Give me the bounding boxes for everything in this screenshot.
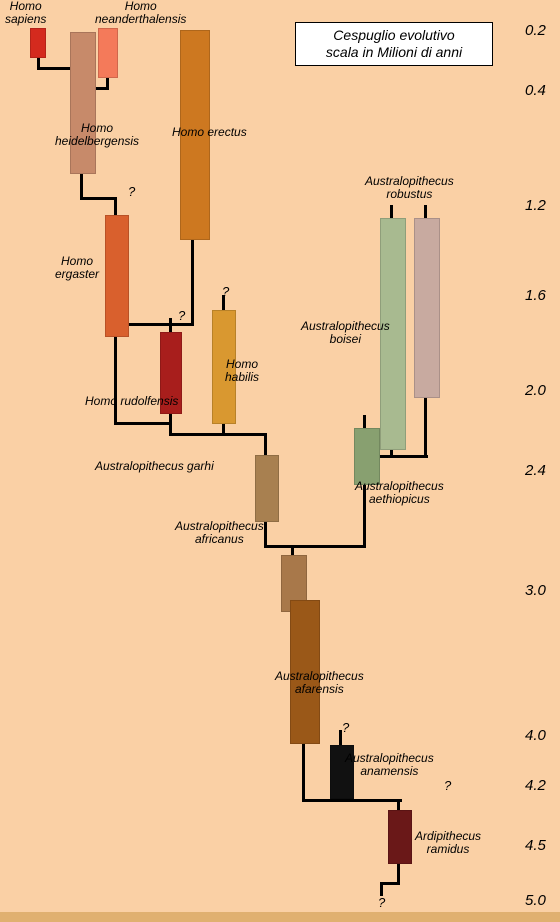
label-robustus: Australopithecus robustus [365,175,454,200]
bar-robustus [414,218,440,398]
connector-36 [397,799,400,810]
bar-ergaster [105,215,129,337]
connector-19 [264,545,294,548]
connector-10 [114,422,172,425]
connector-5 [80,197,117,200]
evolution-tree-diagram: { "title": { "line1": "Cespuglio evoluti… [0,0,560,922]
label-neander: Homo neanderthalensis [95,0,186,25]
connector-39 [380,882,383,896]
bar-sapiens [30,28,46,58]
connector-22 [291,545,366,548]
qmark-0: ? [128,184,135,199]
connector-27 [390,205,393,218]
label-sapiens: Homo sapiens [5,0,46,25]
connector-8 [124,323,194,326]
connector-6 [114,197,117,215]
qmark-2: ? [222,284,229,299]
label-anamensis: Australopithecus anamensis [345,752,434,777]
bar-ramidus [388,810,412,864]
connector-32 [302,799,402,802]
connector-1 [37,67,73,70]
connector-31 [302,742,305,802]
qmark-3: ? [342,720,349,735]
connector-12 [169,433,225,436]
qmark-1: ? [178,308,185,323]
axis-tick-4.5: 4.5 [525,837,546,854]
axis-tick-1.2: 1.2 [525,197,546,214]
axis-tick-5.0: 5.0 [525,892,546,909]
qmark-5: ? [378,895,385,910]
label-rudolf: Homo rudolfensis [85,395,178,408]
label-boisei: Australopithecus boisei [301,320,390,345]
title-line1: Cespuglio evolutivo [304,27,484,44]
label-heidel: Homo heidelbergensis [55,122,139,147]
connector-4 [80,172,83,200]
axis-tick-0.4: 0.4 [525,82,546,99]
axis-tick-2.0: 2.0 [525,382,546,399]
connector-28 [424,205,427,218]
connector-24 [363,415,366,428]
connector-17 [264,433,267,455]
bar-neander [98,28,118,78]
connector-9 [114,335,117,425]
bar-heidel [70,32,96,174]
label-ramidus: Ardipithecus ramidus [415,830,481,855]
label-aethiop: Australopithecus aethiopicus [355,480,444,505]
connector-30 [424,396,427,458]
connector-34 [302,799,305,802]
axis-tick-3.0: 3.0 [525,582,546,599]
bar-aethiop [354,428,380,485]
axis-tick-1.6: 1.6 [525,287,546,304]
connector-38 [380,882,400,885]
connector-15 [169,318,172,332]
bottom-border [0,912,560,922]
label-africanus: Australopithecus africanus [175,520,264,545]
title-box: Cespuglio evolutivoscala in Milioni di a… [295,22,493,66]
label-ergaster: Homo ergaster [55,255,99,280]
connector-16 [222,433,267,436]
axis-tick-4.2: 4.2 [525,777,546,794]
connector-7 [191,238,194,326]
label-garhi: Australopithecus garhi [95,460,214,473]
axis-tick-2.4: 2.4 [525,462,546,479]
qmark-4: ? [444,778,451,793]
axis-tick-0.2: 0.2 [525,22,546,39]
connector-18 [264,520,267,548]
axis-tick-4.0: 4.0 [525,727,546,744]
bar-garhi [255,455,279,522]
title-line2: scala in Milioni di anni [304,44,484,61]
label-erectus: Homo erectus [172,126,247,139]
label-afarensis: Australopithecus afarensis [275,670,364,695]
label-habilis: Homo habilis [225,358,259,383]
connector-37 [397,862,400,882]
